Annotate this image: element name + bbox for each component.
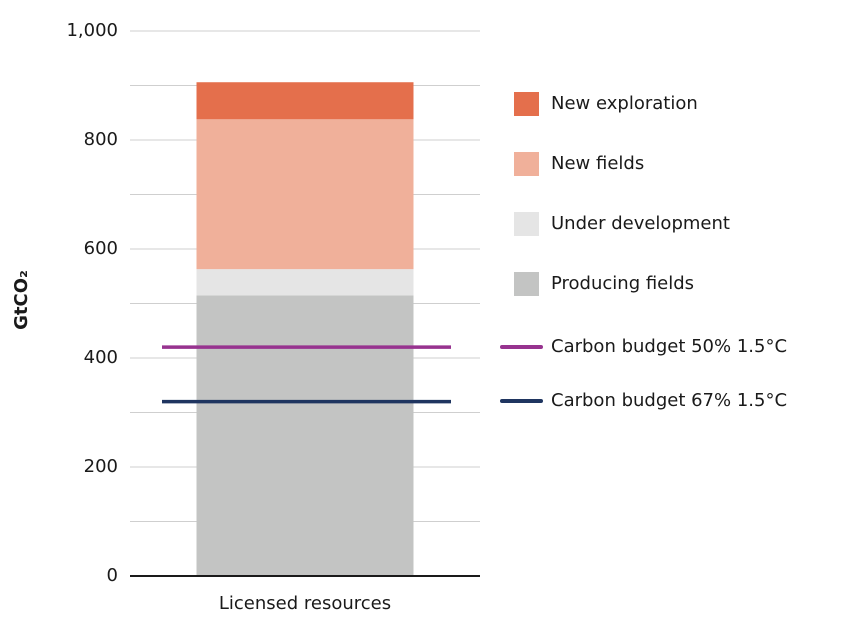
y-tick-label: 800 xyxy=(84,129,118,150)
y-axis-label: GtCO₂ xyxy=(11,270,32,330)
legend-swatch xyxy=(514,212,539,236)
y-tick-label: 200 xyxy=(84,456,118,477)
legend-label: Under development xyxy=(551,213,730,234)
bar-segment xyxy=(196,82,414,120)
y-tick-label: 0 xyxy=(107,565,118,586)
bar-segment xyxy=(196,269,414,296)
legend-swatch xyxy=(514,272,539,296)
y-tick-label: 1,000 xyxy=(66,20,118,41)
bar-segment xyxy=(196,119,414,270)
y-tick-label: 600 xyxy=(84,238,118,259)
legend-label: Carbon budget 50% 1.5°C xyxy=(551,336,787,357)
legend-label: New exploration xyxy=(551,93,698,114)
legend-swatch xyxy=(514,92,539,116)
bar-segment xyxy=(196,295,414,576)
x-tick-label: Licensed resources xyxy=(219,593,391,613)
legend-label: New fields xyxy=(551,153,644,174)
legend-swatch xyxy=(514,152,539,176)
legend-label: Producing fields xyxy=(551,273,694,294)
legend-label: Carbon budget 67% 1.5°C xyxy=(551,390,787,411)
y-tick-label: 400 xyxy=(84,347,118,368)
